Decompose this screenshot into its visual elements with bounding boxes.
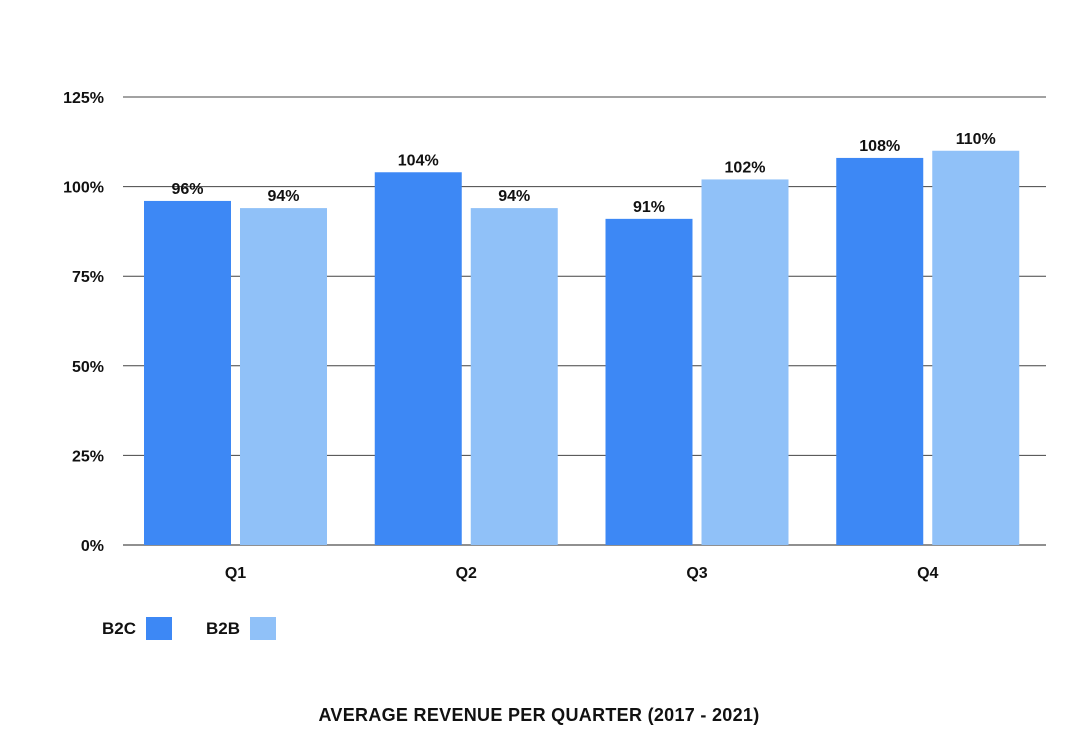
y-tick-label: 25%	[72, 448, 104, 465]
y-tick-label: 0%	[81, 538, 104, 555]
legend-label-b2b: B2B	[206, 618, 241, 638]
bar-b2b-q2	[470, 208, 558, 545]
x-tick-label: Q3	[686, 565, 707, 582]
data-label: 91%	[633, 199, 665, 216]
bar-b2b-q3	[701, 179, 789, 545]
bar-b2b-q1	[240, 208, 327, 545]
legend-label-b2c: B2C	[102, 618, 137, 638]
data-label: 94%	[267, 188, 299, 205]
bar-b2b-q4	[932, 150, 1020, 545]
data-label: 104%	[398, 152, 439, 169]
x-tick-label: Q2	[456, 565, 477, 582]
data-label: 110%	[956, 131, 996, 148]
chart-title: AVERAGE REVENUE PER QUARTER (2017 - 2021…	[318, 705, 760, 725]
bar-b2c-q3	[605, 218, 693, 545]
bar-b2c-q1	[144, 200, 231, 545]
legend-swatch-b2b	[250, 617, 277, 640]
x-tick-label: Q1	[225, 565, 246, 582]
y-tick-label: 125%	[63, 90, 104, 107]
data-label: 96%	[171, 181, 203, 198]
legend-item-b2c: B2C	[102, 617, 173, 640]
data-label: 108%	[859, 138, 900, 155]
data-label: 102%	[725, 159, 766, 176]
bar-b2c-q4	[836, 157, 924, 546]
y-tick-label: 50%	[72, 359, 104, 376]
y-tick-label: 75%	[72, 269, 104, 286]
data-label: 94%	[498, 188, 530, 205]
legend-swatch-b2c	[146, 617, 173, 640]
legend: B2C B2B	[102, 617, 310, 640]
bar-b2c-q2	[374, 172, 462, 545]
x-tick-label: Q4	[917, 565, 938, 582]
y-tick-label: 100%	[63, 180, 104, 197]
legend-item-b2b: B2B	[206, 617, 277, 640]
